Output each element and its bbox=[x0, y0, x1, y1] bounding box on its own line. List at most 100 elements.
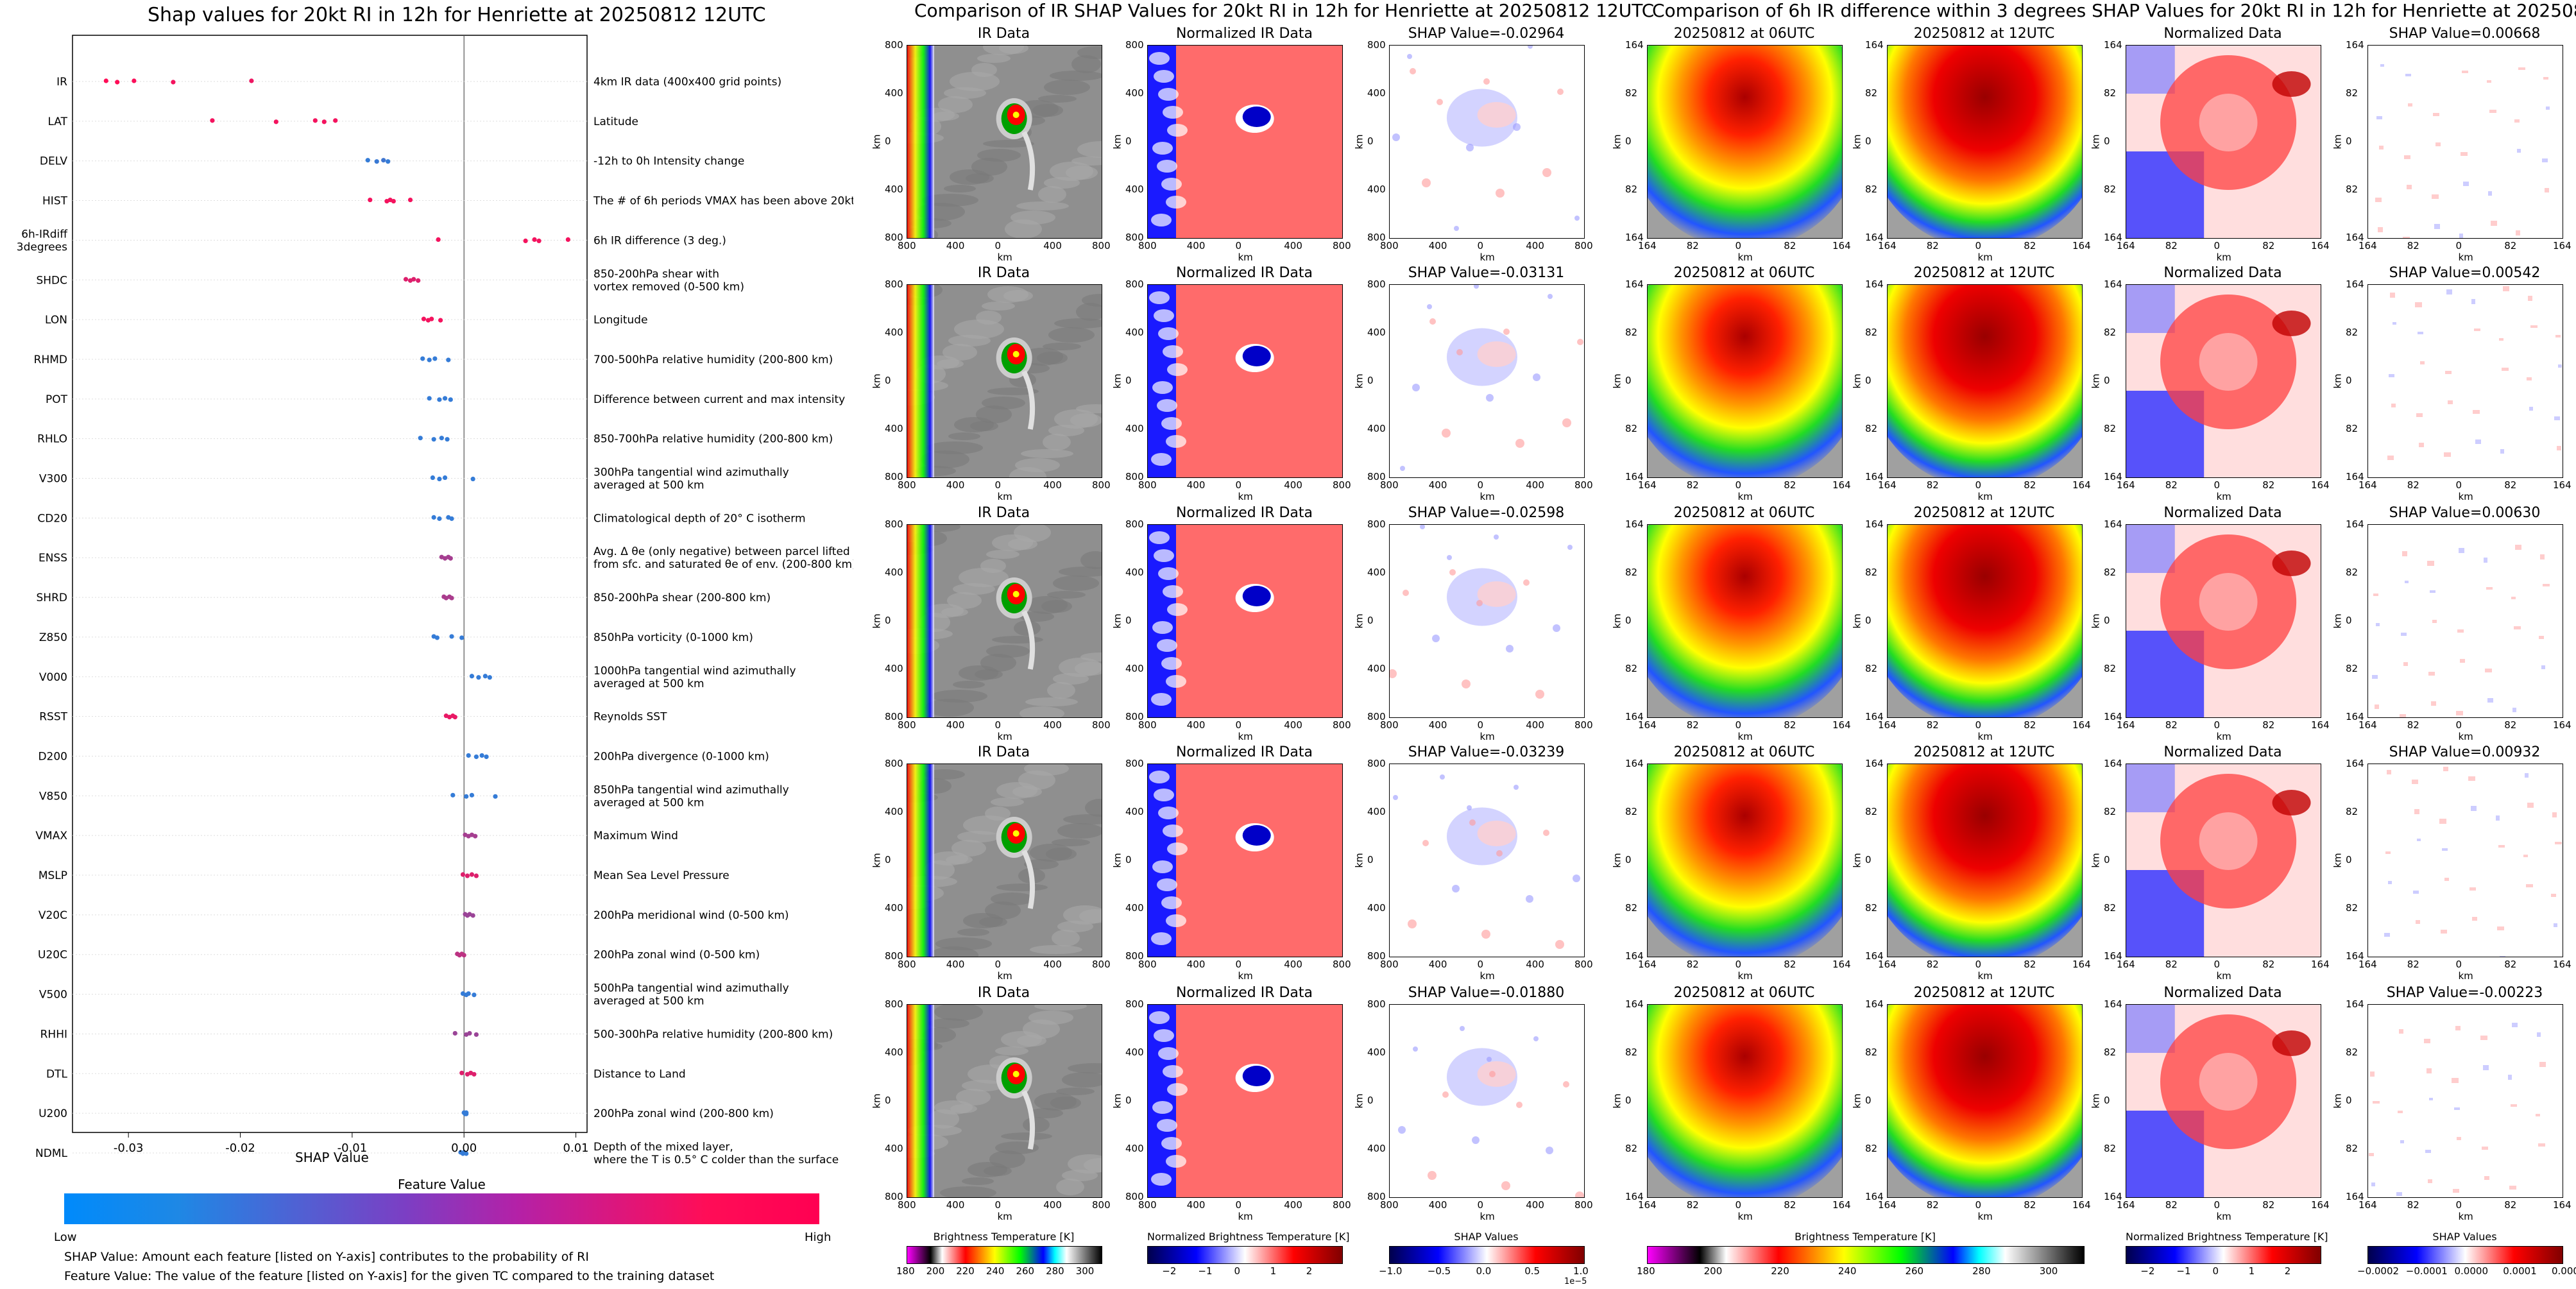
y-tick-label: 164 bbox=[1865, 1191, 1884, 1202]
colorbar-gradient bbox=[907, 1246, 1102, 1264]
x-tick-label: 800 bbox=[1574, 1199, 1593, 1211]
bt-12utc-image bbox=[1864, 235, 2106, 489]
y-tick-label: 82 bbox=[2104, 567, 2117, 578]
shap-point bbox=[368, 197, 373, 203]
y-tick-label: 164 bbox=[2346, 998, 2364, 1010]
shap-point bbox=[487, 675, 492, 680]
x-tick-label: 0 bbox=[1975, 479, 1982, 491]
shap-summary-title: Shap values for 20kt RI in 12h for Henri… bbox=[148, 4, 766, 26]
panel-title: SHAP Value=0.00668 bbox=[2389, 26, 2541, 42]
feature-description-label: Maximum Wind bbox=[593, 830, 678, 842]
x-axis-label: km bbox=[997, 252, 1012, 263]
y-tick-label: 82 bbox=[1625, 902, 1638, 914]
x-tick-label: 82 bbox=[2407, 959, 2419, 970]
x-axis-label: km bbox=[1977, 252, 1993, 263]
irdiff-shap-image bbox=[2368, 525, 2563, 719]
ir-shap-panel bbox=[1389, 44, 1585, 239]
y-tick-label: 800 bbox=[1125, 232, 1144, 243]
x-tick-label: 800 bbox=[1138, 479, 1157, 491]
x-tick-label: 400 bbox=[946, 240, 965, 252]
bt-12utc-image bbox=[1864, 475, 2106, 729]
x-axis-label: km bbox=[2216, 731, 2231, 742]
y-tick-label: 0 bbox=[1625, 135, 1632, 147]
x-tick-label: 800 bbox=[898, 240, 916, 252]
x-tick-label: 400 bbox=[1428, 959, 1447, 970]
y-axis-label: km bbox=[2332, 613, 2344, 629]
x-tick-label: 82 bbox=[2165, 240, 2178, 252]
x-tick-label: 400 bbox=[1526, 479, 1544, 491]
y-tick-label: 164 bbox=[2104, 950, 2122, 962]
x-tick-label: 82 bbox=[1926, 719, 1939, 731]
y-tick-label: 82 bbox=[1625, 327, 1638, 338]
colorbar-low-label: Low bbox=[54, 1231, 77, 1244]
panel-title: SHAP Value=-0.02598 bbox=[1408, 505, 1565, 521]
shap-point bbox=[445, 437, 450, 442]
y-tick-label: 82 bbox=[1865, 327, 1878, 338]
y-tick-label: 400 bbox=[885, 327, 903, 338]
shap-point bbox=[465, 873, 470, 878]
x-tick-label: 82 bbox=[1784, 479, 1796, 491]
y-tick-label: 400 bbox=[1125, 567, 1144, 578]
y-tick-label: 164 bbox=[1625, 278, 1644, 290]
y-tick-label: 400 bbox=[1367, 184, 1386, 195]
shap-point bbox=[416, 278, 421, 283]
y-tick-label: 400 bbox=[1367, 663, 1386, 674]
y-tick-label: 164 bbox=[2346, 518, 2364, 530]
normalized-ir-image bbox=[1148, 285, 1342, 477]
panel-title: 20250812 at 06UTC bbox=[1673, 505, 1815, 521]
y-tick-label: 164 bbox=[2346, 711, 2364, 722]
colorbar-high-label: High bbox=[805, 1231, 832, 1244]
y-tick-label: 82 bbox=[2104, 87, 2117, 99]
feature-description-label: Latitude bbox=[593, 115, 638, 128]
x-axis-label: km bbox=[2216, 491, 2231, 502]
y-tick-label: 164 bbox=[2104, 471, 2122, 482]
y-axis-label: km bbox=[1851, 1093, 1863, 1109]
y-tick-label: 164 bbox=[2104, 758, 2122, 769]
feature-name-label: RHMD bbox=[34, 354, 67, 366]
x-tick-label: 164 bbox=[2311, 959, 2330, 970]
x-tick-label: 0 bbox=[1235, 240, 1242, 252]
x-tick-label: 164 bbox=[1638, 1199, 1657, 1211]
x-tick-label: 164 bbox=[1638, 719, 1657, 731]
irdiff-comparison-title: Comparison of 6h IR difference within 3 … bbox=[1652, 0, 2576, 21]
shap-point bbox=[429, 316, 434, 321]
colorbar-tick-label: −1 bbox=[1198, 1265, 1213, 1277]
x-axis-label: km bbox=[997, 491, 1012, 502]
x-axis-label: km bbox=[1480, 1211, 1495, 1222]
y-tick-label: 400 bbox=[1125, 1143, 1144, 1154]
y-tick-label: 400 bbox=[1367, 87, 1386, 99]
shap-point bbox=[467, 1030, 472, 1036]
y-tick-label: 0 bbox=[1625, 615, 1632, 626]
y-tick-label: 0 bbox=[1125, 1095, 1132, 1106]
x-tick-label: 0 bbox=[1735, 240, 1742, 252]
shap-point bbox=[446, 357, 451, 363]
y-tick-label: 164 bbox=[1865, 278, 1884, 290]
shap-point bbox=[438, 318, 443, 323]
x-tick-label: 400 bbox=[1284, 1199, 1302, 1211]
x-tick-label: -0.02 bbox=[225, 1141, 255, 1155]
y-axis-label: km bbox=[1353, 1093, 1365, 1109]
bt-06utc-panel bbox=[1624, 0, 1866, 250]
y-tick-label: 800 bbox=[1125, 758, 1144, 769]
colorbar-tick-label: −2 bbox=[2140, 1265, 2155, 1277]
x-axis-label: km bbox=[2458, 252, 2473, 263]
y-tick-label: 800 bbox=[885, 278, 903, 290]
x-tick-label: 400 bbox=[1284, 719, 1302, 731]
x-tick-label: 400 bbox=[1186, 240, 1206, 252]
bt-12utc-panel bbox=[1864, 955, 2106, 1209]
y-tick-label: 164 bbox=[2346, 1191, 2364, 1202]
y-tick-label: 0 bbox=[885, 1095, 891, 1106]
panel-title: Normalized Data bbox=[2163, 985, 2282, 1001]
x-axis-label: km bbox=[1977, 970, 1993, 982]
x-tick-label: 82 bbox=[2024, 1199, 2036, 1211]
x-tick-label: 400 bbox=[1284, 240, 1302, 252]
feature-name-label: 6h-IRdiff bbox=[21, 228, 68, 241]
feature-name-label: 3degrees bbox=[17, 241, 67, 253]
x-tick-label: 164 bbox=[2072, 959, 2091, 970]
y-tick-label: 0 bbox=[2346, 1095, 2352, 1106]
x-tick-label: 164 bbox=[2553, 719, 2572, 731]
y-tick-label: 0 bbox=[885, 135, 891, 147]
x-axis-label: km bbox=[1480, 491, 1495, 502]
panel-title: SHAP Value=-0.02964 bbox=[1408, 26, 1565, 42]
bt-12utc-image bbox=[1864, 714, 2106, 968]
